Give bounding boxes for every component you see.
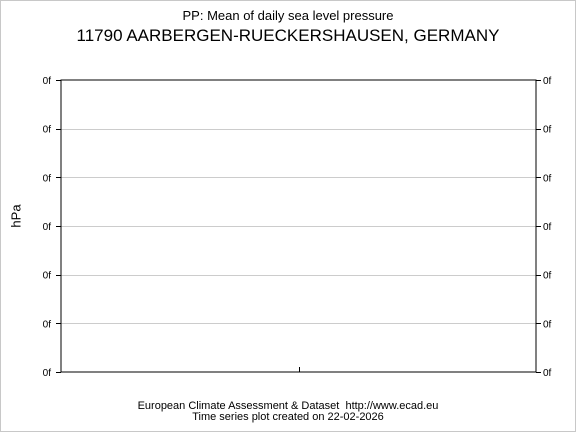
- chart-title: PP: Mean of daily sea level pressure: [182, 8, 394, 23]
- right-y-tick-label: 0f: [543, 368, 552, 379]
- left-y-tick-label: 0f: [43, 173, 52, 184]
- right-y-tick-labels: 0f 0f 0f 0f 0f 0f 0f: [543, 76, 552, 379]
- left-y-tick-label: 0f: [43, 319, 52, 330]
- left-y-tick-label: 0f: [43, 76, 52, 87]
- right-y-tick-label: 0f: [543, 125, 552, 136]
- chart-subtitle: 11790 AARBERGEN-RUECKERSHAUSEN, GERMANY: [76, 26, 500, 45]
- right-y-tick-label: 0f: [543, 319, 552, 330]
- footer-created-date: Time series plot created on 22-02-2026: [192, 411, 384, 423]
- left-y-tick-label: 0f: [43, 271, 52, 282]
- right-y-tick-label: 0f: [543, 173, 552, 184]
- axis-ticks: [56, 80, 541, 373]
- right-y-tick-label: 0f: [543, 271, 552, 282]
- right-y-tick-label: 0f: [543, 222, 552, 233]
- gridlines: [61, 129, 536, 324]
- left-y-tick-label: 0f: [43, 125, 52, 136]
- left-y-tick-labels: 0f 0f 0f 0f 0f 0f 0f: [43, 76, 52, 379]
- left-y-tick-label: 0f: [43, 222, 52, 233]
- left-y-tick-label: 0f: [43, 368, 52, 379]
- footer-source: European Climate Assessment & Dataset ht…: [137, 400, 439, 412]
- plot-area: [60, 79, 537, 373]
- right-y-tick-label: 0f: [543, 76, 552, 87]
